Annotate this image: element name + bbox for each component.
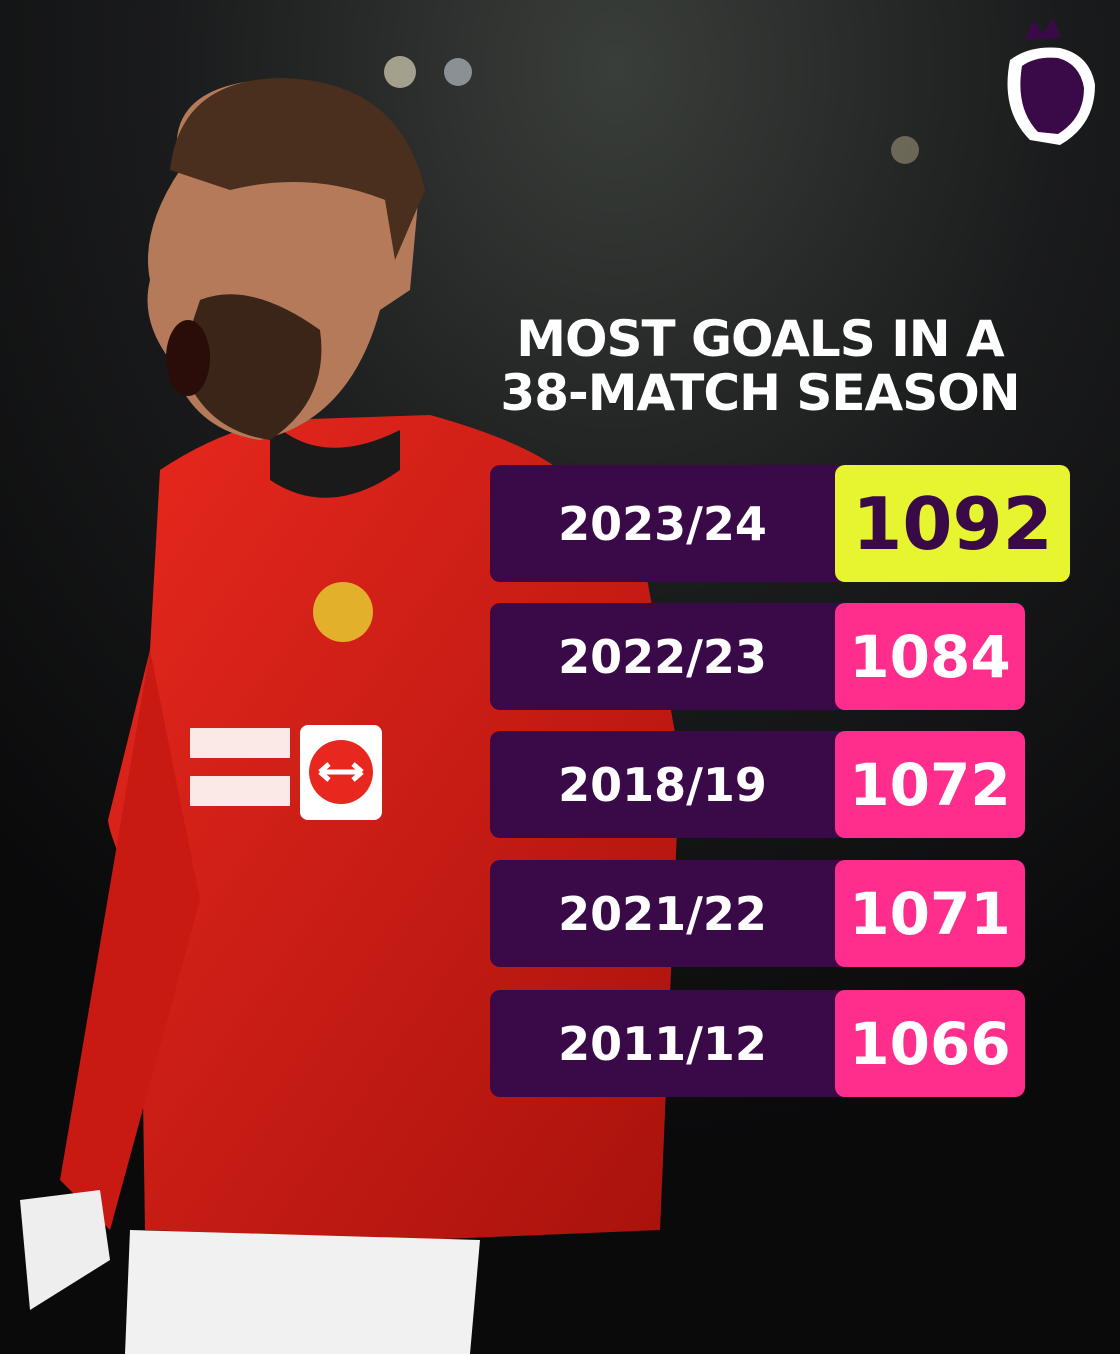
title: MOST GOALS IN A 38-MATCH SEASON — [470, 312, 1050, 420]
season-label: 2022/23 — [490, 603, 850, 710]
season-label: 2021/22 — [490, 860, 850, 967]
title-line: 38-MATCH SEASON — [500, 364, 1020, 422]
goals-value: 1084 — [835, 603, 1025, 710]
goals-value: 1092 — [835, 465, 1070, 582]
goals-value: 1066 — [835, 990, 1025, 1097]
league-logo — [1007, 18, 1095, 145]
title-line: MOST GOALS IN A — [516, 310, 1005, 368]
goals-value: 1071 — [835, 860, 1025, 967]
season-label: 2018/19 — [490, 731, 850, 838]
season-label: 2023/24 — [490, 465, 850, 582]
season-label: 2011/12 — [490, 990, 850, 1097]
goals-value: 1072 — [835, 731, 1025, 838]
